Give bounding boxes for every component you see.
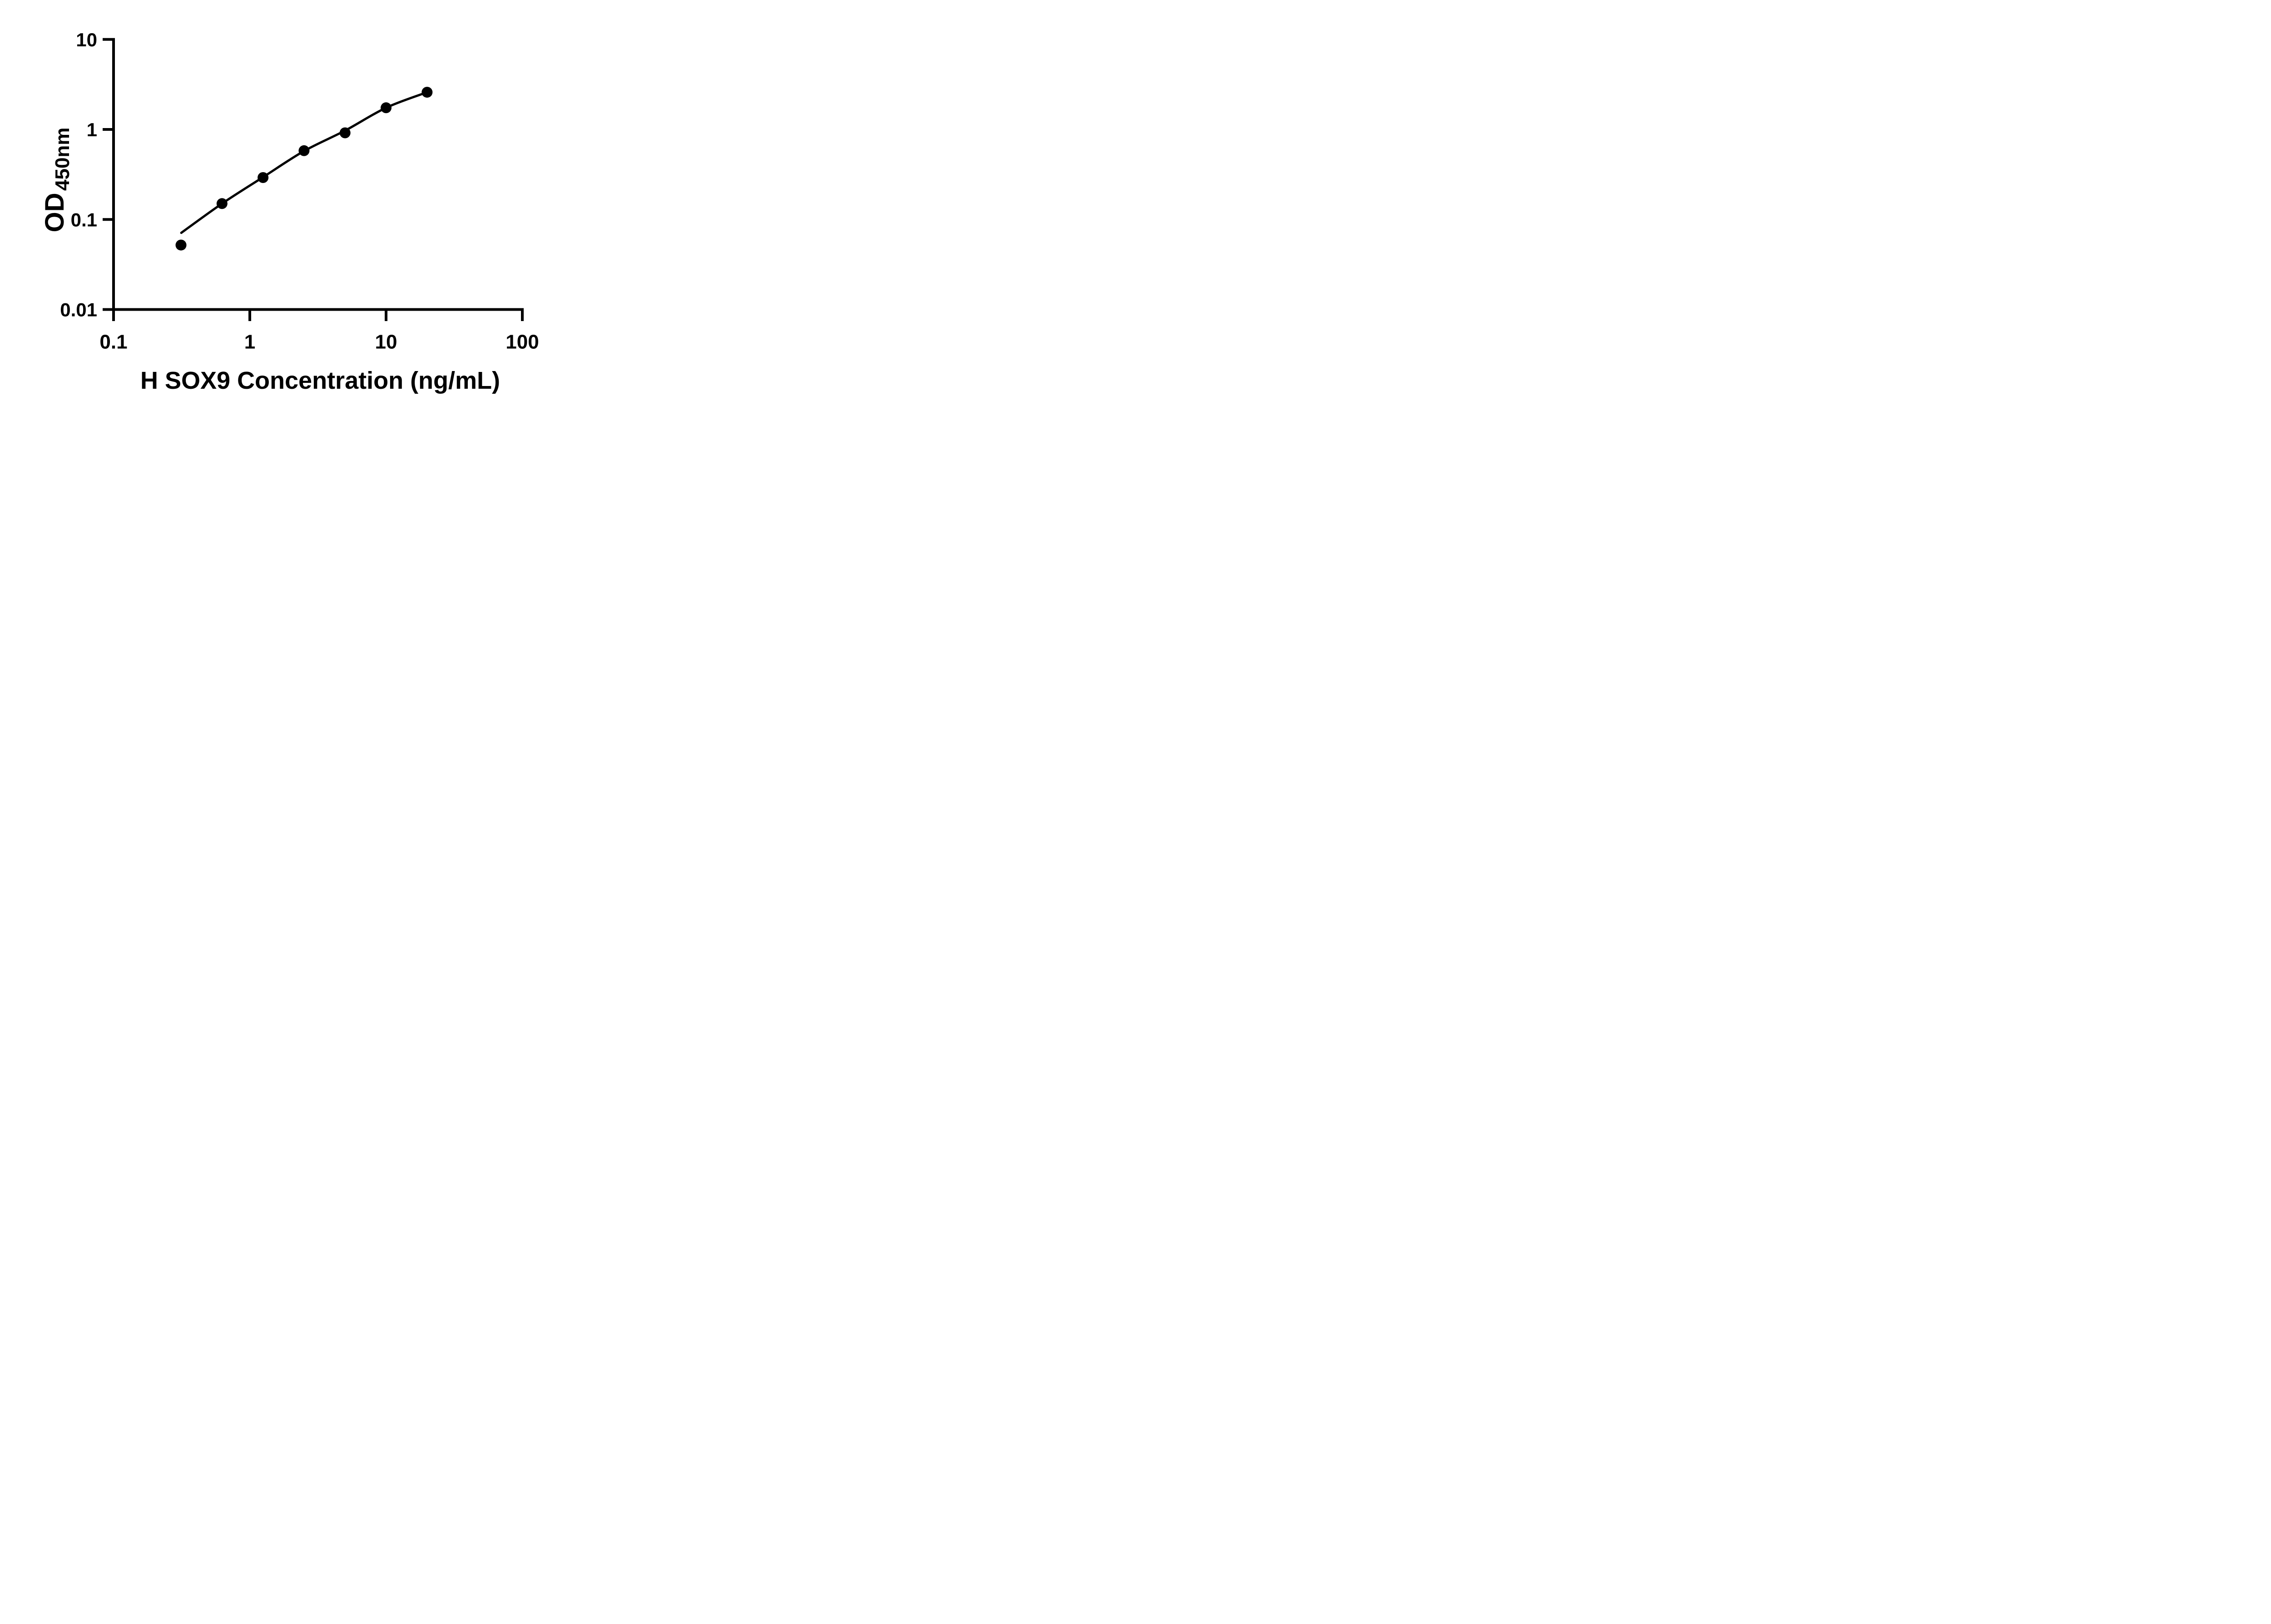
y-axis-title: OD 450nm xyxy=(40,128,74,233)
x-axis-title: H SOX9 Concentration (ng/mL) xyxy=(140,367,500,394)
elisa-standard-curve-figure: 0.01 0.1 1 10 0.1 1 10 100 H SOX9 Concentratio… xyxy=(0,0,587,406)
data-point-4 xyxy=(298,145,310,156)
data-point-1 xyxy=(175,239,187,251)
y-tick-label-1: 1 xyxy=(87,119,97,140)
y-axis-title-main: OD xyxy=(40,193,69,232)
axis-spine xyxy=(103,38,524,321)
fit-curve xyxy=(180,91,428,234)
axis-ticks xyxy=(103,128,387,321)
data-points xyxy=(175,87,433,251)
axes xyxy=(103,38,524,321)
y-tick-label-0.1: 0.1 xyxy=(71,209,97,230)
data-point-2 xyxy=(216,198,228,209)
x-tick-label-1: 1 xyxy=(244,331,255,353)
data-point-6 xyxy=(381,102,392,114)
y-tick-label-10: 10 xyxy=(76,29,97,50)
y-tick-labels: 0.01 0.1 1 10 xyxy=(60,29,97,321)
data-point-3 xyxy=(258,172,269,183)
x-tick-label-10: 10 xyxy=(375,331,397,353)
y-axis-title-subscript: 450nm xyxy=(51,128,74,191)
x-tick-label-0.1: 0.1 xyxy=(99,331,127,353)
fit-curve-path xyxy=(180,91,428,234)
data-point-7 xyxy=(421,87,433,98)
y-tick-label-0.01: 0.01 xyxy=(60,299,97,321)
x-tick-label-100: 100 xyxy=(506,331,539,353)
data-point-5 xyxy=(339,127,351,139)
x-tick-labels: 0.1 1 10 100 xyxy=(99,331,539,353)
